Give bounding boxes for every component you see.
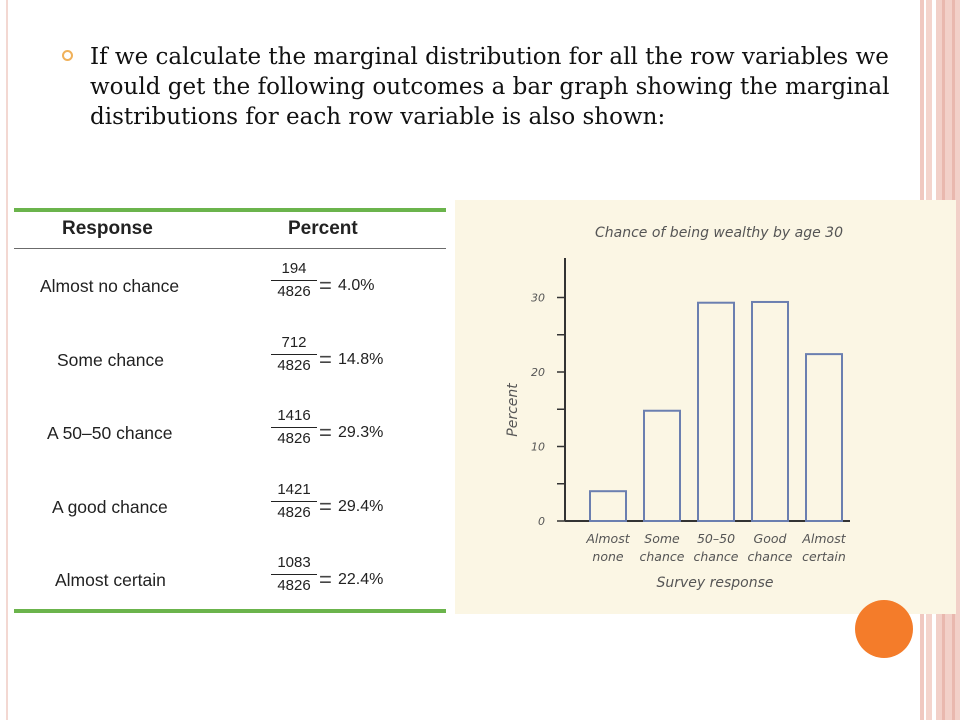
percent-value: 29.3% — [338, 424, 384, 441]
table-top-rule — [14, 208, 446, 212]
y-tick-label: 30 — [531, 292, 545, 305]
numerator: 194 — [281, 260, 307, 277]
header-response: Response — [62, 218, 153, 239]
response-label: A good chance — [52, 497, 168, 517]
equals-sign: = — [319, 420, 332, 445]
table-bottom-rule — [14, 609, 446, 613]
denominator: 4826 — [277, 357, 311, 374]
y-tick-label: 10 — [531, 441, 545, 454]
decorative-orange-circle — [855, 600, 913, 658]
x-axis-label: Survey response — [656, 575, 773, 591]
bar — [643, 409, 681, 523]
table-row: A good chance 1421 4826 = 29.4% — [14, 481, 446, 541]
equals-sign: = — [319, 567, 332, 592]
header-percent: Percent — [288, 218, 358, 239]
y-axis-label: Percent — [505, 383, 521, 437]
x-tick-label: 50–50 — [697, 531, 735, 546]
bar — [697, 301, 735, 522]
x-tick-label: chance — [748, 549, 793, 564]
bar-chart: Chance of being wealthy by age 30 Percen… — [455, 200, 956, 614]
left-border-line — [6, 0, 8, 720]
numerator: 1083 — [277, 554, 311, 571]
table-header-rule — [14, 248, 446, 249]
response-label: Some chance — [57, 350, 165, 370]
fraction-bar — [271, 574, 317, 575]
fraction: 1083 4826 — [271, 554, 317, 595]
table-row: Almost no chance 194 4826 = 4.0% — [14, 260, 446, 320]
y-tick-label: 20 — [531, 366, 545, 379]
chart-title: Chance of being wealthy by age 30 — [595, 225, 843, 241]
fraction: 712 4826 — [271, 334, 317, 375]
equals-sign: = — [319, 494, 332, 519]
x-tick-label: none — [592, 549, 623, 564]
denominator: 4826 — [277, 577, 311, 594]
bullet-circle-icon — [62, 50, 73, 61]
percent-value: 14.8% — [338, 351, 384, 368]
numerator: 712 — [281, 334, 307, 351]
denominator: 4826 — [277, 283, 311, 300]
denominator: 4826 — [277, 430, 311, 447]
response-label: Almost certain — [55, 570, 166, 590]
x-tick-label: chance — [640, 549, 685, 564]
fraction-bar — [271, 280, 317, 281]
fraction: 1421 4826 — [271, 481, 317, 522]
marginal-distribution-table: Response Percent Almost no chance 194 48… — [14, 208, 446, 615]
table-row: A 50–50 chance 1416 4826 = 29.3% — [14, 407, 446, 467]
x-tick-label: Almost — [801, 531, 846, 546]
table-row: Almost certain 1083 4826 = 22.4% — [14, 554, 446, 614]
y-tick-label: 0 — [538, 515, 545, 528]
denominator: 4826 — [277, 504, 311, 521]
response-label: Almost no chance — [40, 276, 180, 296]
numerator: 1416 — [277, 407, 311, 424]
x-tick-label: chance — [694, 549, 739, 564]
bar — [589, 490, 627, 523]
numerator: 1421 — [277, 481, 311, 498]
x-tick-label: Good — [754, 531, 787, 546]
fraction-bar — [271, 354, 317, 355]
fraction-bar — [271, 427, 317, 428]
response-label: A 50–50 chance — [47, 423, 173, 443]
percent-value: 22.4% — [338, 571, 384, 588]
bullet-text: If we calculate the marginal distributio… — [90, 44, 890, 130]
fraction: 194 4826 — [271, 260, 317, 301]
bar-chart-svg: Chance of being wealthy by age 30 Percen… — [505, 225, 850, 591]
percent-value: 29.4% — [338, 498, 384, 515]
x-tick-label: Almost — [585, 531, 630, 546]
x-tick-label: Some — [644, 531, 680, 546]
percent-value: 4.0% — [338, 277, 375, 294]
fraction: 1416 4826 — [271, 407, 317, 448]
equals-sign: = — [319, 273, 332, 298]
bar — [805, 353, 843, 522]
chart-plot-area: 0 10 20 30 Almost none Some chance 50–50 chance Go… — [531, 258, 850, 564]
table-row: Some chance 712 4826 = 14.8% — [14, 334, 446, 394]
x-tick-label: certain — [802, 549, 846, 564]
fraction-bar — [271, 501, 317, 502]
equals-sign: = — [319, 347, 332, 372]
bar — [751, 300, 789, 522]
